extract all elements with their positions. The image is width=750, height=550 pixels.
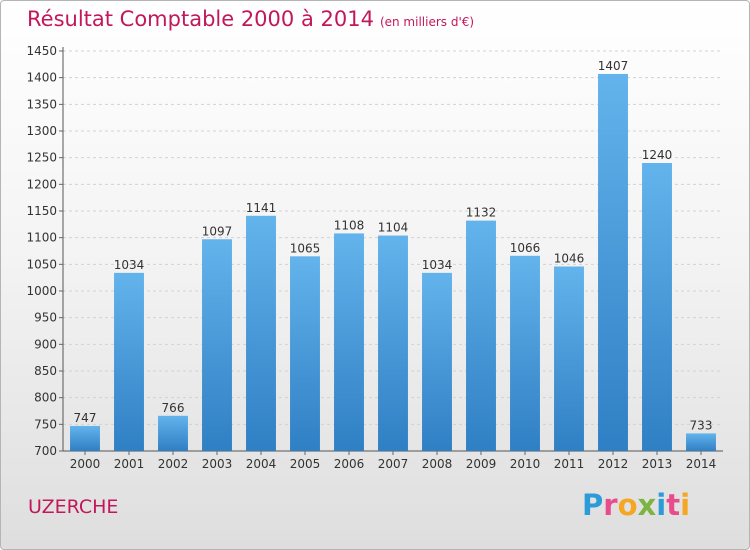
data-label-2001: 1034 <box>114 258 145 272</box>
y-tick-label: 800 <box>34 391 57 405</box>
x-tick-label-2013: 2013 <box>642 457 673 471</box>
x-tick-label-2007: 2007 <box>378 457 409 471</box>
bar-2006 <box>334 233 364 451</box>
data-label-2014: 733 <box>690 418 713 432</box>
data-label-2003: 1097 <box>202 224 233 238</box>
bar-2004 <box>246 215 276 451</box>
bar-2007 <box>378 235 408 451</box>
x-tick-label-2002: 2002 <box>158 457 189 471</box>
logo-letter: P <box>582 488 604 522</box>
y-tick-label: 900 <box>34 337 57 351</box>
y-tick-label: 1000 <box>26 284 57 298</box>
bar-2009 <box>466 220 496 451</box>
y-tick-label: 1150 <box>26 204 57 218</box>
x-tick-label-2005: 2005 <box>290 457 321 471</box>
x-tick-label-2009: 2009 <box>466 457 497 471</box>
bar-2010 <box>510 255 540 451</box>
proxiti-logo: Proxiti <box>582 488 690 522</box>
x-tick-label-2011: 2011 <box>554 457 585 471</box>
logo-letter: i <box>680 488 691 522</box>
y-tick-label: 1100 <box>26 231 57 245</box>
logo-letter: r <box>603 488 618 522</box>
x-tick-label-2003: 2003 <box>202 457 233 471</box>
data-label-2012: 1407 <box>598 59 629 73</box>
y-tick-label: 850 <box>34 364 57 378</box>
bar-2013 <box>642 163 672 451</box>
y-tick-label: 1050 <box>26 257 57 271</box>
logo-letter: x <box>637 488 657 522</box>
y-tick-label: 1450 <box>26 44 57 58</box>
data-label-2008: 1034 <box>422 258 453 272</box>
bar-2005 <box>290 256 320 451</box>
y-tick-label: 1400 <box>26 71 57 85</box>
data-label-2007: 1104 <box>378 221 409 235</box>
y-tick-label: 700 <box>34 444 57 458</box>
y-tick-label: 1250 <box>26 151 57 165</box>
data-label-2004: 1141 <box>246 201 277 215</box>
y-tick-label: 950 <box>34 311 57 325</box>
x-tick-label-2008: 2008 <box>422 457 453 471</box>
logo-letter: t <box>666 488 681 522</box>
logo-letter: i <box>656 488 667 522</box>
place-name: UZERCHE <box>28 496 119 518</box>
bar-2000 <box>70 425 100 451</box>
data-label-2011: 1046 <box>554 251 585 265</box>
data-label-2002: 766 <box>162 401 185 415</box>
bar-2001 <box>114 272 144 451</box>
bar-2011 <box>554 266 584 451</box>
bar-2008 <box>422 272 452 451</box>
x-tick-label-2000: 2000 <box>70 457 101 471</box>
data-label-2005: 1065 <box>290 241 321 255</box>
x-tick-label-2001: 2001 <box>114 457 145 471</box>
y-tick-label: 750 <box>34 417 57 431</box>
bar-2002 <box>158 415 188 451</box>
chart-title: Résultat Comptable 2000 à 2014 (en millie… <box>27 7 475 31</box>
y-tick-label: 1200 <box>26 177 57 191</box>
x-tick-label-2010: 2010 <box>510 457 541 471</box>
x-tick-label-2004: 2004 <box>246 457 277 471</box>
data-label-2013: 1240 <box>642 148 673 162</box>
data-label-2009: 1132 <box>466 206 497 220</box>
y-tick-label: 1350 <box>26 97 57 111</box>
data-label-2006: 1108 <box>334 218 365 232</box>
x-tick-label-2006: 2006 <box>334 457 365 471</box>
bar-2012 <box>598 73 628 451</box>
chart-subtitle: (en milliers d'€) <box>379 15 475 29</box>
x-tick-label-2014: 2014 <box>686 457 717 471</box>
logo-letter: o <box>617 488 638 522</box>
bar-2003 <box>202 239 232 451</box>
data-label-2000: 747 <box>74 411 97 425</box>
data-label-2010: 1066 <box>510 241 541 255</box>
x-tick-label-2012: 2012 <box>598 457 629 471</box>
bar-2014 <box>686 433 716 451</box>
y-tick-label: 1300 <box>26 124 57 138</box>
